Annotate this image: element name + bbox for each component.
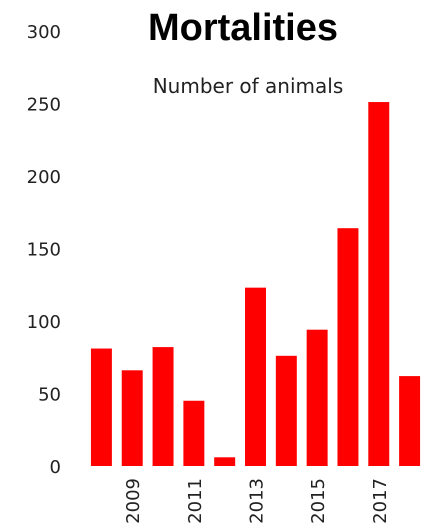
bar [214,457,236,466]
y-tick-label: 100 [27,312,61,333]
bar [152,347,174,466]
x-tick-label: 2009 [123,478,144,524]
bar [306,329,328,466]
bars-group [90,102,421,467]
bar [337,228,359,466]
x-tick-label: 2017 [370,478,391,524]
x-tick-label: 2011 [185,478,206,524]
bar [90,348,112,466]
bar [275,355,297,466]
chart-title: Mortalities [148,7,338,49]
y-tick-label: 50 [38,385,61,406]
bar [183,400,205,466]
y-axis: 0 50 100 150 200 250 300 [27,22,61,478]
y-tick-label: 300 [27,22,61,43]
y-tick-label: 200 [27,167,61,188]
y-tick-label: 150 [27,240,61,261]
x-tick-label: 2013 [247,478,268,524]
y-tick-label: 0 [50,457,61,478]
chart-subtitle: Number of animals [153,74,344,98]
y-tick-label: 250 [27,95,61,116]
bar [399,376,421,466]
x-tick-label: 2015 [308,478,329,524]
bar [121,370,143,466]
bar [368,102,390,467]
x-axis: 2009 2011 2013 2015 2017 [123,478,391,524]
bar [245,287,266,466]
